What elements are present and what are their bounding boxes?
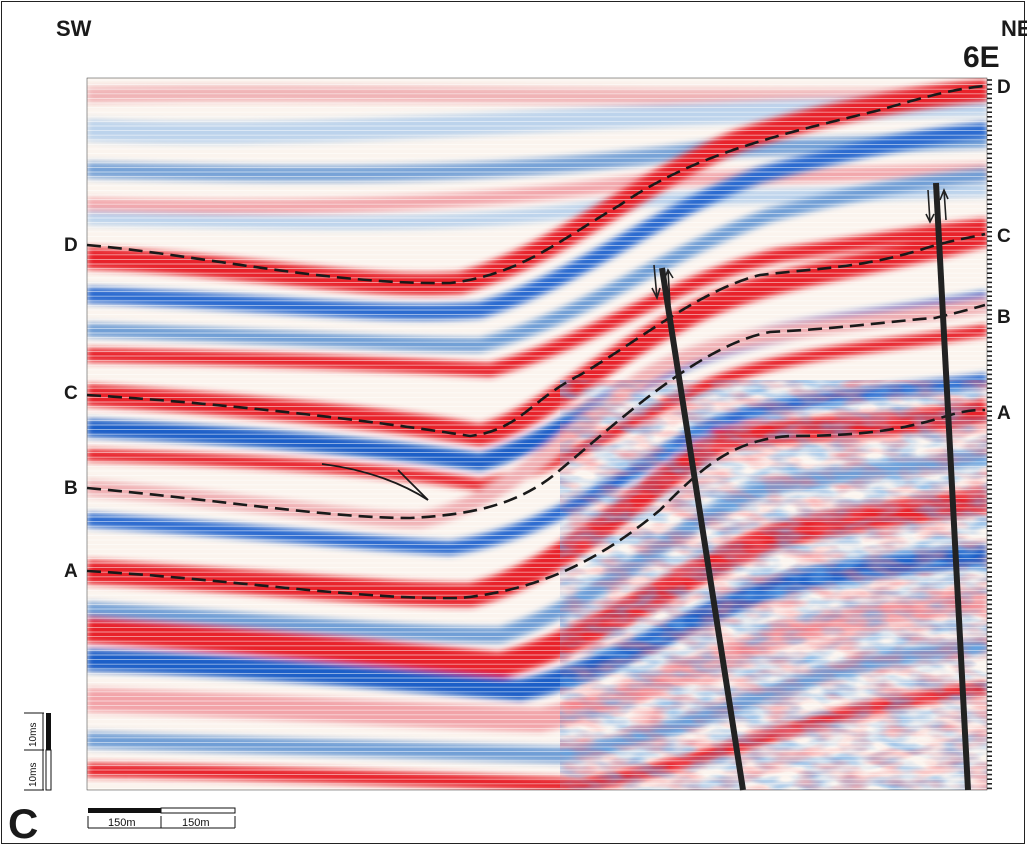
horizon-label-right-d: D — [997, 77, 1011, 98]
down-arrow-icon — [939, 187, 949, 221]
horizon-label-right-a: A — [997, 403, 1011, 424]
up-arrow-icon — [663, 268, 674, 306]
scale-label-left: 150m — [108, 817, 136, 829]
horizon-label-left-c: C — [64, 383, 78, 404]
panel-title: 6E — [963, 41, 1000, 74]
fault-arrows — [651, 187, 949, 306]
horizon-c-line — [86, 232, 986, 438]
horizon-label-left-b: B — [64, 478, 78, 499]
horizon-label-left-d: D — [64, 235, 78, 256]
horizon-a-line — [86, 408, 986, 600]
horizon-label-right-b: B — [997, 307, 1011, 328]
direction-ne: NE — [1001, 16, 1027, 41]
horizontal-scale-bar — [87, 807, 236, 829]
horizon-label-right-c: C — [997, 226, 1011, 247]
down-arrow-icon — [651, 264, 661, 301]
up-arrow-icon — [925, 189, 935, 224]
faults — [659, 182, 971, 791]
time-ticks — [987, 79, 992, 790]
fault-line-1 — [659, 267, 746, 791]
horizon-d-line — [86, 84, 986, 285]
onlap-arrow — [321, 463, 429, 501]
scale-label-right: 150m — [182, 817, 210, 829]
fault-line-2 — [933, 182, 971, 791]
vertical-scale-label-lower: 10ms — [28, 762, 39, 787]
seismic-image — [87, 78, 987, 790]
direction-sw: SW — [56, 16, 92, 41]
vertical-scale-bar — [24, 712, 52, 791]
horizon-picks — [86, 84, 986, 600]
vertical-scale-label-upper: 10ms — [28, 722, 39, 747]
horizon-b-line — [86, 303, 986, 520]
panel-letter: C — [8, 800, 39, 846]
horizon-label-left-a: A — [64, 561, 78, 582]
